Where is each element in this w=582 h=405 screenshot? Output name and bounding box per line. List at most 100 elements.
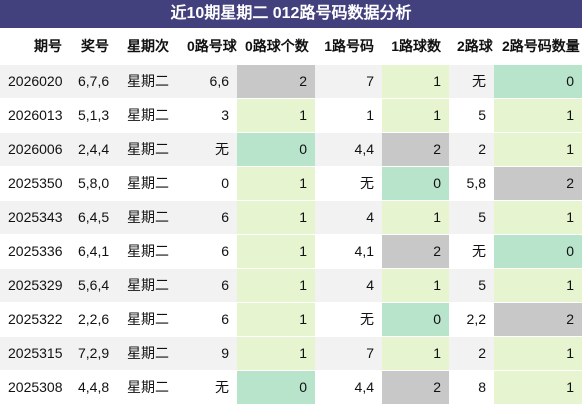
cell-weekday: 星期二 (117, 200, 179, 235)
cell-route2-balls: 5,8 (449, 166, 494, 201)
cell-route2-balls: 5 (449, 268, 494, 303)
cell-route0-balls: 0 (179, 166, 237, 201)
header-weekday: 星期次 (117, 28, 179, 65)
cell-route1-balls: 1 (315, 98, 382, 133)
table-row: 2025315 7,2,9 星期二 9 1 7 1 2 1 (0, 336, 582, 371)
table-body: 2026020 6,7,6 星期二 6,6 2 7 1 无 0 2026013 5,1,3 星期二 3 1… (0, 64, 582, 405)
cell-weekday: 星期二 (117, 336, 179, 371)
cell-winning-numbers: 5,8,0 (70, 166, 117, 201)
cell-route1-balls: 无 (315, 166, 382, 201)
table-row: 2026020 6,7,6 星期二 6,6 2 7 1 无 0 (0, 64, 582, 99)
cell-route0-count: 1 (237, 200, 315, 235)
cell-route1-balls: 4 (315, 200, 382, 235)
table-row: 2025329 5,6,4 星期二 6 1 4 1 5 1 (0, 268, 582, 303)
cell-route1-count: 0 (382, 302, 449, 337)
cell-route1-balls: 无 (315, 302, 382, 337)
cell-winning-numbers: 2,4,4 (70, 132, 117, 167)
table-row: 2025343 6,4,5 星期二 6 1 4 1 5 1 (0, 200, 582, 235)
cell-route2-balls: 2,2 (449, 302, 494, 337)
cell-weekday: 星期二 (117, 64, 179, 99)
cell-route0-balls: 6 (179, 200, 237, 235)
cell-weekday: 星期二 (117, 234, 179, 269)
cell-route0-balls: 3 (179, 98, 237, 133)
cell-route2-balls: 2 (449, 336, 494, 371)
cell-route0-balls: 无 (179, 132, 237, 167)
table-title: 近10期星期二 012路号码数据分析 (0, 0, 582, 28)
cell-route0-count: 0 (237, 132, 315, 167)
cell-issue: 2025336 (0, 234, 70, 269)
cell-issue: 2025329 (0, 268, 70, 303)
cell-route1-balls: 7 (315, 64, 382, 99)
cell-route2-balls: 2 (449, 132, 494, 167)
cell-route1-count: 1 (382, 200, 449, 235)
cell-weekday: 星期二 (117, 268, 179, 303)
cell-issue: 2026006 (0, 132, 70, 167)
cell-route1-balls: 7 (315, 336, 382, 371)
cell-route0-balls: 9 (179, 336, 237, 371)
cell-route1-balls: 4,4 (315, 370, 382, 405)
cell-route0-count: 1 (237, 268, 315, 303)
cell-issue: 2025350 (0, 166, 70, 201)
cell-route2-count: 1 (494, 132, 582, 167)
cell-route2-count: 0 (494, 64, 582, 99)
cell-route2-balls: 无 (449, 64, 494, 99)
cell-route1-count: 2 (382, 234, 449, 269)
table-row: 2025308 4,4,8 星期二无 0 4,4 2 8 1 (0, 370, 582, 405)
cell-route1-count: 1 (382, 64, 449, 99)
cell-issue: 2025322 (0, 302, 70, 337)
cell-route0-balls: 6 (179, 234, 237, 269)
cell-winning-numbers: 6,7,6 (70, 64, 117, 99)
cell-route0-balls: 6 (179, 268, 237, 303)
cell-route0-balls: 无 (179, 370, 237, 405)
cell-winning-numbers: 6,4,5 (70, 200, 117, 235)
cell-weekday: 星期二 (117, 132, 179, 167)
cell-winning-numbers: 6,4,1 (70, 234, 117, 269)
header-route2-count: 2路号码数量 (494, 28, 582, 65)
header-route1-balls: 1路号码 (315, 28, 382, 65)
cell-route1-count: 1 (382, 98, 449, 133)
cell-issue: 2025308 (0, 370, 70, 405)
header-issue: 期号 (0, 28, 70, 65)
table-row: 2025350 5,8,0 星期二 0 1 无 0 5,8 2 (0, 166, 582, 201)
cell-issue: 2026020 (0, 64, 70, 99)
cell-route1-balls: 4 (315, 268, 382, 303)
cell-route2-count: 1 (494, 200, 582, 235)
cell-route2-count: 1 (494, 336, 582, 371)
cell-route1-count: 1 (382, 268, 449, 303)
cell-route1-count: 1 (382, 336, 449, 371)
cell-weekday: 星期二 (117, 166, 179, 201)
cell-route2-balls: 5 (449, 98, 494, 133)
header-winning-numbers: 奖号 (70, 28, 117, 65)
cell-issue: 2025343 (0, 200, 70, 235)
cell-route2-balls: 8 (449, 370, 494, 405)
cell-issue: 2026013 (0, 98, 70, 133)
cell-route2-count: 2 (494, 166, 582, 201)
cell-weekday: 星期二 (117, 370, 179, 405)
cell-route0-balls: 6,6 (179, 64, 237, 99)
header-route0-count: 0路球个数 (237, 28, 315, 65)
cell-issue: 2025315 (0, 336, 70, 371)
cell-winning-numbers: 4,4,8 (70, 370, 117, 405)
cell-route0-count: 1 (237, 98, 315, 133)
cell-route0-count: 0 (237, 370, 315, 405)
header-route1-count: 1路球数 (382, 28, 449, 65)
cell-route1-count: 2 (382, 370, 449, 405)
cell-route2-count: 1 (494, 268, 582, 303)
cell-winning-numbers: 5,1,3 (70, 98, 117, 133)
cell-route0-count: 1 (237, 234, 315, 269)
cell-winning-numbers: 5,6,4 (70, 268, 117, 303)
table-row: 2026013 5,1,3 星期二 3 1 1 1 5 1 (0, 98, 582, 133)
cell-weekday: 星期二 (117, 98, 179, 133)
cell-winning-numbers: 7,2,9 (70, 336, 117, 371)
cell-route1-balls: 4,1 (315, 234, 382, 269)
cell-route2-balls: 5 (449, 200, 494, 235)
cell-route0-count: 2 (237, 64, 315, 99)
table-row: 2025322 2,2,6 星期二 6 1 无 0 2,2 2 (0, 302, 582, 337)
header-row: 期号 奖号 星期次 0路号球 0路球个数 1路号码 1路球数 2路球 2路号码数… (0, 28, 582, 65)
cell-winning-numbers: 2,2,6 (70, 302, 117, 337)
data-table: 期号 奖号 星期次 0路号球 0路球个数 1路号码 1路球数 2路球 2路号码数… (0, 28, 582, 405)
cell-route2-count: 2 (494, 302, 582, 337)
table-row: 2026006 2,4,4 星期二无 0 4,4 2 2 1 (0, 132, 582, 167)
cell-route0-balls: 6 (179, 302, 237, 337)
cell-route2-balls: 无 (449, 234, 494, 269)
